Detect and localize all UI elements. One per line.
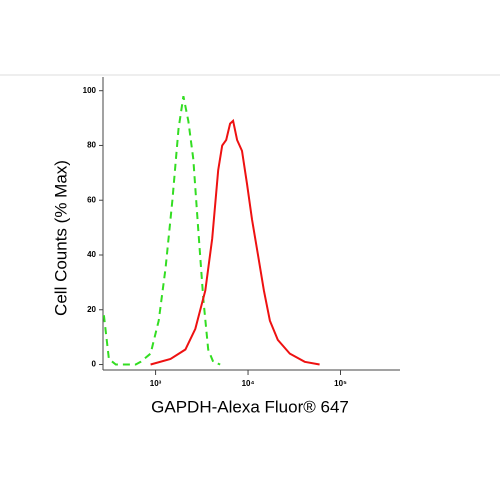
x-tick-label: 10⁵ [334,379,347,388]
y-axis-label: Cell Counts (% Max) [51,160,70,316]
x-axis-label: GAPDH-Alexa Fluor® 647 [151,397,349,416]
y-tick-label: 0 [92,360,97,369]
series-line [102,96,221,366]
y-tick-label: 100 [83,86,97,95]
y-tick-label: 40 [87,250,96,259]
y-tick-label: 20 [87,305,96,314]
x-tick-label: 10⁴ [242,379,255,388]
series-line [150,118,320,366]
y-tick-label: 60 [87,195,96,204]
y-tick-label: 80 [87,141,96,150]
x-tick-label: 10³ [150,379,162,388]
